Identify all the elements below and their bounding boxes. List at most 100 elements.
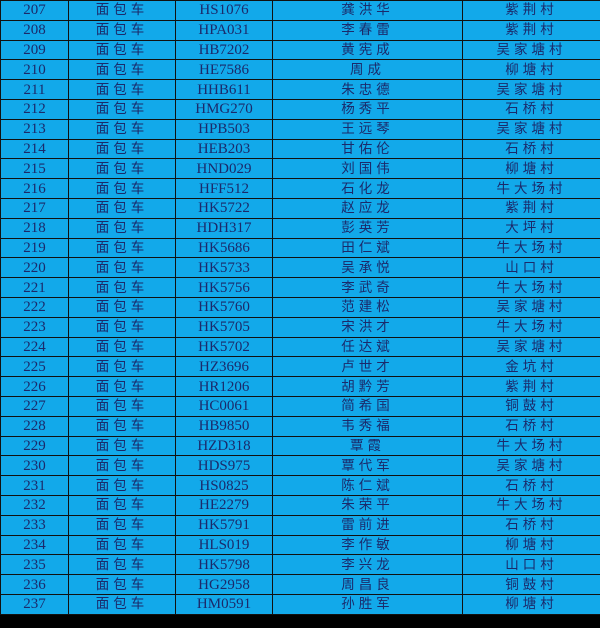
table-row: 217 面包车 HK5722 赵应龙 紫荆村 bbox=[0, 197, 600, 219]
vehicle-type-cell: 面包车 bbox=[68, 455, 176, 477]
village-name-cell: 紫荆村 bbox=[462, 197, 600, 219]
table-row: 222 面包车 HK5760 范建松 吴家塘村 bbox=[0, 296, 600, 318]
plate-number-cell: HZ3696 bbox=[175, 356, 273, 378]
owner-name-cell: 黄宪成 bbox=[272, 39, 463, 61]
village-name-cell: 吴家塘村 bbox=[462, 79, 600, 100]
owner-name-cell: 李兴龙 bbox=[272, 554, 463, 576]
village-name-cell: 柳塘村 bbox=[462, 59, 600, 81]
village-name-cell: 牛大场村 bbox=[462, 316, 600, 338]
plate-number-cell: HK5686 bbox=[175, 237, 273, 259]
table-row: 220 面包车 HK5733 吴承悦 山口村 bbox=[0, 257, 600, 279]
owner-name-cell: 李春雷 bbox=[272, 19, 463, 41]
table-row: 221 面包车 HK5756 李武奇 牛大场村 bbox=[0, 277, 600, 298]
vehicle-type-cell: 面包车 bbox=[68, 415, 176, 437]
vehicle-type-cell: 面包车 bbox=[68, 593, 176, 615]
village-name-cell: 柳塘村 bbox=[462, 534, 600, 556]
village-name-cell: 山口村 bbox=[462, 554, 600, 576]
vehicle-type-cell: 面包车 bbox=[68, 554, 176, 576]
village-name-cell: 铜鼓村 bbox=[462, 395, 600, 417]
vehicle-type-cell: 面包车 bbox=[68, 494, 176, 516]
village-name-cell: 牛大场村 bbox=[462, 277, 600, 298]
table-row: 209 面包车 HB7202 黄宪成 吴家塘村 bbox=[0, 39, 600, 61]
village-name-cell: 石桥村 bbox=[462, 475, 600, 496]
vehicle-type-cell: 面包车 bbox=[68, 316, 176, 338]
table-row: 210 面包车 HE7586 周成 柳塘村 bbox=[0, 59, 600, 81]
village-name-cell: 紫荆村 bbox=[462, 376, 600, 397]
table-row: 234 面包车 HLS019 李作敏 柳塘村 bbox=[0, 534, 600, 556]
row-number-cell: 231 bbox=[0, 475, 69, 496]
row-number-cell: 223 bbox=[0, 316, 69, 338]
village-name-cell: 铜鼓村 bbox=[462, 574, 600, 595]
table-row: 231 面包车 HS0825 陈仁斌 石桥村 bbox=[0, 475, 600, 496]
table-row: 216 面包车 HFF512 石化龙 牛大场村 bbox=[0, 178, 600, 199]
owner-name-cell: 陈仁斌 bbox=[272, 475, 463, 496]
vehicle-type-cell: 面包车 bbox=[68, 0, 176, 21]
owner-name-cell: 王远琴 bbox=[272, 118, 463, 140]
plate-number-cell: HC0061 bbox=[175, 395, 273, 417]
plate-number-cell: HE7586 bbox=[175, 59, 273, 81]
row-number-cell: 224 bbox=[0, 336, 69, 358]
owner-name-cell: 朱荣平 bbox=[272, 494, 463, 516]
plate-number-cell: HE2279 bbox=[175, 494, 273, 516]
table-row: 215 面包车 HND029 刘国伟 柳塘村 bbox=[0, 158, 600, 180]
vehicle-type-cell: 面包车 bbox=[68, 19, 176, 41]
row-number-cell: 222 bbox=[0, 296, 69, 318]
village-name-cell: 牛大场村 bbox=[462, 237, 600, 259]
row-number-cell: 208 bbox=[0, 19, 69, 41]
table-row: 223 面包车 HK5705 宋洪才 牛大场村 bbox=[0, 316, 600, 338]
owner-name-cell: 龚洪华 bbox=[272, 0, 463, 21]
table-row: 208 面包车 HPA031 李春雷 紫荆村 bbox=[0, 19, 600, 41]
row-number-cell: 216 bbox=[0, 178, 69, 199]
plate-number-cell: HK5722 bbox=[175, 197, 273, 219]
row-number-cell: 233 bbox=[0, 514, 69, 536]
plate-number-cell: HK5705 bbox=[175, 316, 273, 338]
vehicle-type-cell: 面包车 bbox=[68, 79, 176, 100]
vehicle-type-cell: 面包车 bbox=[68, 277, 176, 298]
plate-number-cell: HS0825 bbox=[175, 475, 273, 496]
plate-number-cell: HB7202 bbox=[175, 39, 273, 61]
vehicle-type-cell: 面包车 bbox=[68, 395, 176, 417]
table-row: 214 面包车 HEB203 甘佑伦 石桥村 bbox=[0, 138, 600, 160]
row-number-cell: 211 bbox=[0, 79, 69, 100]
vehicle-type-cell: 面包车 bbox=[68, 158, 176, 180]
vehicle-type-cell: 面包车 bbox=[68, 574, 176, 595]
plate-number-cell: HK5702 bbox=[175, 336, 273, 358]
owner-name-cell: 雷前进 bbox=[272, 514, 463, 536]
row-number-cell: 237 bbox=[0, 593, 69, 615]
plate-number-cell: HK5756 bbox=[175, 277, 273, 298]
table-row: 236 面包车 HG2958 周昌良 铜鼓村 bbox=[0, 574, 600, 595]
village-name-cell: 吴家塘村 bbox=[462, 455, 600, 477]
village-name-cell: 吴家塘村 bbox=[462, 118, 600, 140]
row-number-cell: 230 bbox=[0, 455, 69, 477]
vehicle-type-cell: 面包车 bbox=[68, 534, 176, 556]
row-number-cell: 217 bbox=[0, 197, 69, 219]
row-number-cell: 212 bbox=[0, 98, 69, 120]
vehicle-type-cell: 面包车 bbox=[68, 138, 176, 160]
plate-number-cell: HK5760 bbox=[175, 296, 273, 318]
plate-number-cell: HR1206 bbox=[175, 376, 273, 397]
village-name-cell: 石桥村 bbox=[462, 98, 600, 120]
table-row: 225 面包车 HZ3696 卢世才 金坑村 bbox=[0, 356, 600, 378]
village-name-cell: 紫荆村 bbox=[462, 19, 600, 41]
owner-name-cell: 田仁斌 bbox=[272, 237, 463, 259]
table-row: 227 面包车 HC0061 简希国 铜鼓村 bbox=[0, 395, 600, 417]
row-number-cell: 220 bbox=[0, 257, 69, 279]
row-number-cell: 213 bbox=[0, 118, 69, 140]
vehicle-type-cell: 面包车 bbox=[68, 514, 176, 536]
village-name-cell: 大坪村 bbox=[462, 217, 600, 239]
table-row: 235 面包车 HK5798 李兴龙 山口村 bbox=[0, 554, 600, 576]
vehicle-type-cell: 面包车 bbox=[68, 217, 176, 239]
owner-name-cell: 彭英芳 bbox=[272, 217, 463, 239]
row-number-cell: 227 bbox=[0, 395, 69, 417]
vehicle-type-cell: 面包车 bbox=[68, 475, 176, 496]
plate-number-cell: HEB203 bbox=[175, 138, 273, 160]
plate-number-cell: HLS019 bbox=[175, 534, 273, 556]
vehicle-type-cell: 面包车 bbox=[68, 257, 176, 279]
owner-name-cell: 朱忠德 bbox=[272, 79, 463, 100]
row-number-cell: 214 bbox=[0, 138, 69, 160]
owner-name-cell: 任达斌 bbox=[272, 336, 463, 358]
plate-number-cell: HK5791 bbox=[175, 514, 273, 536]
owner-name-cell: 孙胜军 bbox=[272, 593, 463, 615]
owner-name-cell: 石化龙 bbox=[272, 178, 463, 199]
village-name-cell: 吴家塘村 bbox=[462, 336, 600, 358]
